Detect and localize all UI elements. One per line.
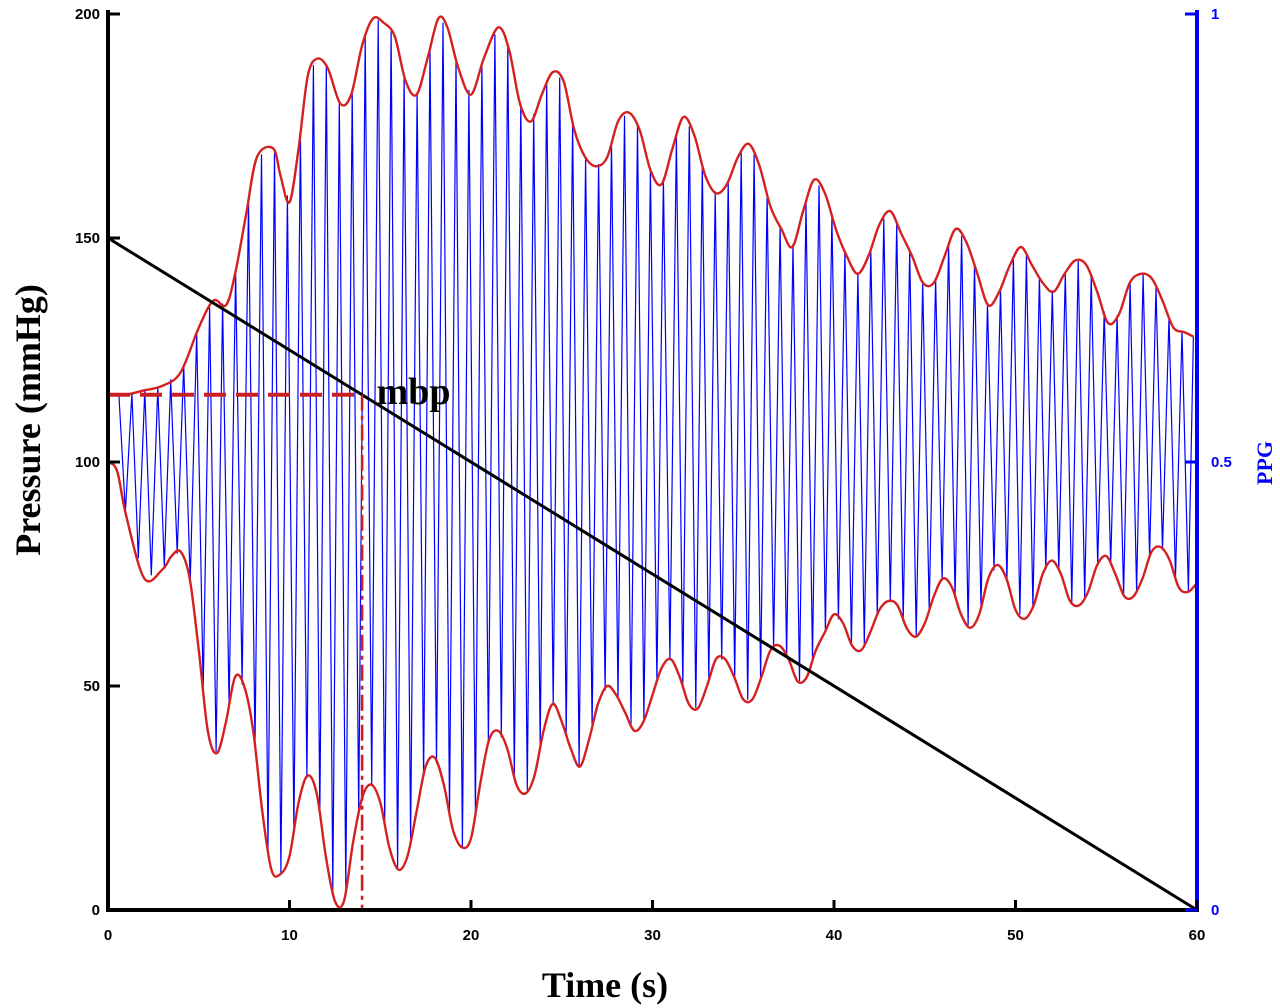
y2-tick-label: 1 bbox=[1211, 6, 1219, 23]
x-axis-title: Time (s) bbox=[542, 965, 668, 1005]
x-tick-label: 40 bbox=[826, 927, 843, 944]
y-axis-title: Pressure (mmHg) bbox=[8, 284, 48, 556]
y-tick-label: 200 bbox=[75, 6, 100, 23]
x-tick-label: 10 bbox=[281, 927, 298, 944]
ppg-signal-group bbox=[118, 20, 1194, 892]
x-tick-label: 0 bbox=[104, 927, 112, 944]
mbp-annotation: mbp bbox=[377, 371, 451, 413]
upper-envelope-line bbox=[108, 15, 1194, 397]
x-tick-label: 50 bbox=[1007, 927, 1024, 944]
x-tick-label: 20 bbox=[463, 927, 480, 944]
y-tick-label: 50 bbox=[83, 678, 100, 695]
cuff-pressure-line bbox=[107, 236, 1198, 912]
y2-axis-title: PPG bbox=[1252, 441, 1277, 485]
y-tick-label: 0 bbox=[92, 902, 100, 919]
y2-tick-label: 0 bbox=[1211, 902, 1219, 919]
x-tick-label: 30 bbox=[644, 927, 661, 944]
y2-tick-label: 0.5 bbox=[1211, 454, 1232, 471]
lower-envelope-line bbox=[107, 460, 1198, 909]
ppg-signal-line bbox=[118, 20, 1194, 892]
y-tick-label: 150 bbox=[75, 230, 100, 247]
x-tick-label: 60 bbox=[1189, 927, 1206, 944]
y-tick-label: 100 bbox=[75, 454, 100, 471]
axis-ticks-group: 0 10 20 30 40 50 60 0 50 100 150 200 0 0.5 1 bbox=[75, 6, 1232, 944]
